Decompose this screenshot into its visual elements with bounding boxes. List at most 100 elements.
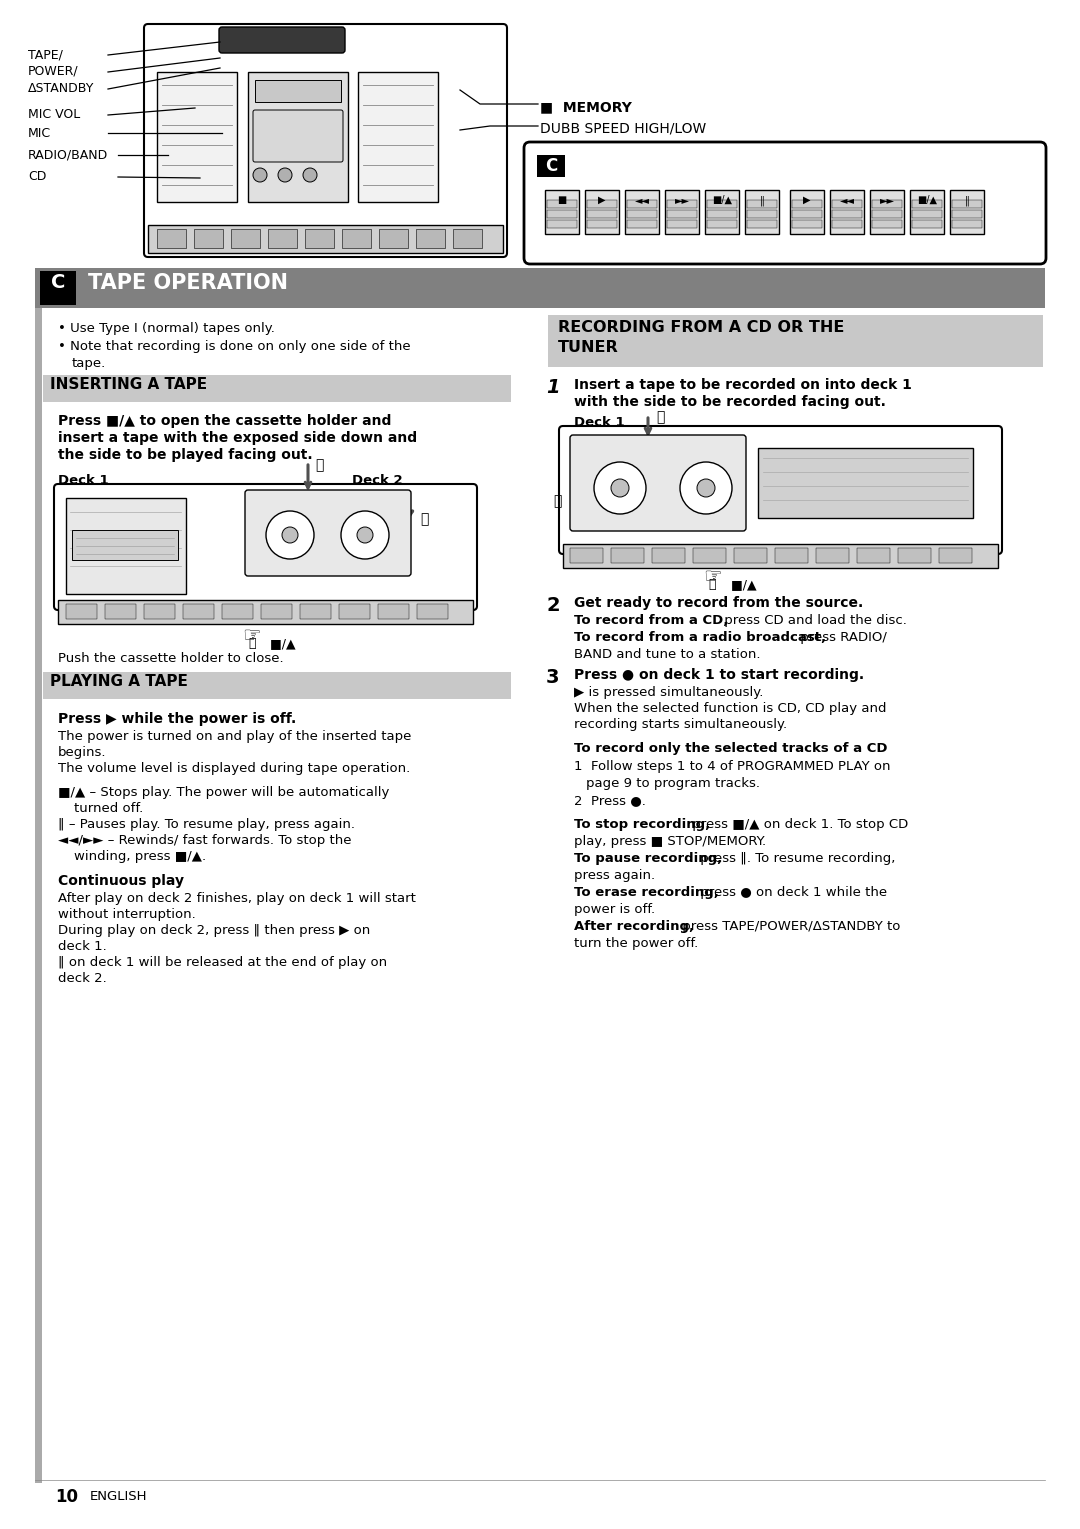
Bar [950,190,984,234]
Bar [625,190,659,234]
Text: ‖ – Pauses play. To resume play, press again.: ‖ – Pauses play. To resume play, press a… [58,818,355,830]
Bar [157,72,237,202]
Text: Continuous play: Continuous play [58,875,184,888]
Text: ■: ■ [557,196,567,205]
Bar [693,547,726,563]
Bar [667,209,697,219]
Bar [588,209,617,219]
Text: Ⓐ: Ⓐ [248,638,256,650]
FancyBboxPatch shape [570,434,746,531]
Text: play, press ■ STOP/MEMORY.: play, press ■ STOP/MEMORY. [573,835,766,849]
Text: After play on deck 2 finishes, play on deck 1 will start: After play on deck 2 finishes, play on d… [58,891,416,905]
Bar [453,229,482,248]
Circle shape [253,168,267,182]
Bar [816,547,849,563]
Text: • Note that recording is done on only one side of the: • Note that recording is done on only on… [58,339,410,353]
Text: ‖: ‖ [964,196,970,205]
Text: Deck 1: Deck 1 [58,474,109,488]
Text: Press ▶ while the power is off.: Press ▶ while the power is off. [58,713,296,726]
Text: CD: CD [28,170,46,183]
Bar [570,547,603,563]
Bar [35,268,1045,307]
Text: recording starts simultaneously.: recording starts simultaneously. [573,719,787,731]
Bar [105,604,136,619]
Bar [910,190,944,234]
Text: TAPE OPERATION: TAPE OPERATION [87,274,288,294]
Text: • Use Type I (normal) tapes only.: • Use Type I (normal) tapes only. [58,323,275,335]
Text: To record from a CD,: To record from a CD, [573,615,728,627]
Text: ►►: ►► [675,196,689,205]
Text: When the selected function is CD, CD play and: When the selected function is CD, CD pla… [573,702,887,716]
Text: press ‖. To resume recording,: press ‖. To resume recording, [696,852,895,865]
Bar [183,604,214,619]
Bar [912,209,942,219]
Text: ‖ on deck 1 will be released at the end of play on: ‖ on deck 1 will be released at the end … [58,956,387,969]
Bar [627,220,657,228]
Bar [588,220,617,228]
Bar [667,200,697,208]
Text: During play on deck 2, press ‖ then press ▶ on: During play on deck 2, press ‖ then pres… [58,924,370,937]
Text: MIC VOL: MIC VOL [28,109,80,121]
Bar [789,190,824,234]
Text: turn the power off.: turn the power off. [573,937,699,950]
Bar [872,220,902,228]
Text: C: C [51,274,65,292]
Bar [58,599,473,624]
Text: Get ready to record from the source.: Get ready to record from the source. [573,596,863,610]
Bar [416,229,445,248]
Text: ■/▲: ■/▲ [917,196,937,205]
Text: RECORDING FROM A CD OR THE: RECORDING FROM A CD OR THE [558,320,845,335]
Bar [758,448,973,518]
Text: To erase recording,: To erase recording, [573,885,719,899]
Bar [665,190,699,234]
FancyBboxPatch shape [219,28,345,54]
Text: TUNER: TUNER [558,339,619,355]
FancyBboxPatch shape [524,142,1047,265]
Text: To record only the selected tracks of a CD: To record only the selected tracks of a … [573,742,888,755]
Text: press CD and load the disc.: press CD and load the disc. [720,615,907,627]
Bar [357,72,438,202]
Text: press TAPE/POWER/ΔSTANDBY to: press TAPE/POWER/ΔSTANDBY to [678,920,901,933]
Bar [339,604,370,619]
Bar [40,271,76,304]
Text: with the side to be recorded facing out.: with the side to be recorded facing out. [573,394,886,408]
Bar [305,229,334,248]
Text: RADIO/BAND: RADIO/BAND [28,148,108,161]
Text: INSERTING A TAPE: INSERTING A TAPE [50,378,207,391]
Bar [43,375,511,402]
Text: The volume level is displayed during tape operation.: The volume level is displayed during tap… [58,761,410,775]
Bar [548,315,1043,367]
Bar [194,229,222,248]
Bar [378,604,409,619]
Text: press ● on deck 1 while the: press ● on deck 1 while the [696,885,887,899]
Bar [912,200,942,208]
Text: ▶: ▶ [598,196,606,205]
Circle shape [697,479,715,497]
Bar [747,209,777,219]
Bar [546,220,577,228]
Text: ◄◄: ◄◄ [839,196,854,205]
Bar [585,190,619,234]
Text: 1  Follow steps 1 to 4 of PROGRAMMED PLAY on: 1 Follow steps 1 to 4 of PROGRAMMED PLAY… [573,760,891,774]
Text: 1: 1 [546,378,559,398]
Circle shape [611,479,629,497]
Bar [157,229,186,248]
Bar [537,154,565,177]
Bar [261,604,292,619]
Bar [792,200,822,208]
Text: Push the cassette holder to close.: Push the cassette holder to close. [58,651,284,665]
Bar [72,531,178,560]
Circle shape [282,528,298,543]
Bar [545,190,579,234]
FancyBboxPatch shape [253,110,343,162]
Bar [870,190,904,234]
Text: press again.: press again. [573,868,656,882]
Text: 2: 2 [546,596,559,615]
Text: power is off.: power is off. [573,904,656,916]
Text: ■/▲ – Stops play. The power will be automatically: ■/▲ – Stops play. The power will be auto… [58,786,390,800]
Circle shape [303,168,318,182]
Bar [627,200,657,208]
Bar [35,307,42,1483]
Text: ▶ is pressed simultaneously.: ▶ is pressed simultaneously. [573,687,764,699]
Text: winding, press ■/▲.: winding, press ■/▲. [75,850,206,862]
